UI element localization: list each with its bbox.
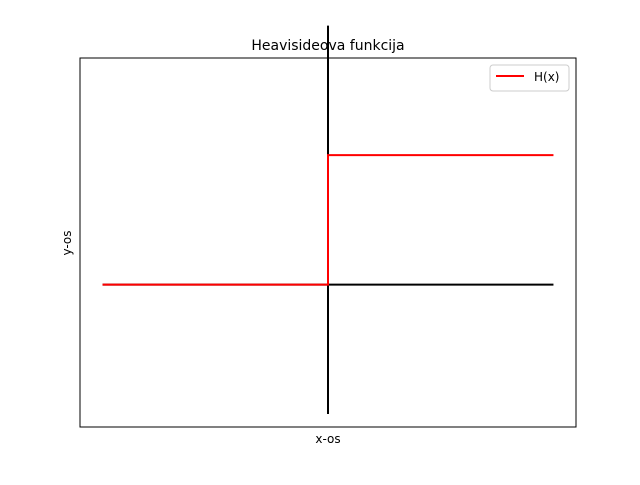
legend-box	[489, 64, 570, 92]
legend: H(x)	[489, 64, 570, 92]
legend-label-h-x: H(x)	[534, 70, 560, 84]
chart-title: Heavisideova funkcija	[251, 38, 404, 54]
series-line-h-x	[102, 154, 554, 286]
x-axis-label: x-os	[315, 432, 340, 446]
series-layer	[102, 154, 554, 286]
y-axis-label: y-os	[60, 230, 74, 255]
